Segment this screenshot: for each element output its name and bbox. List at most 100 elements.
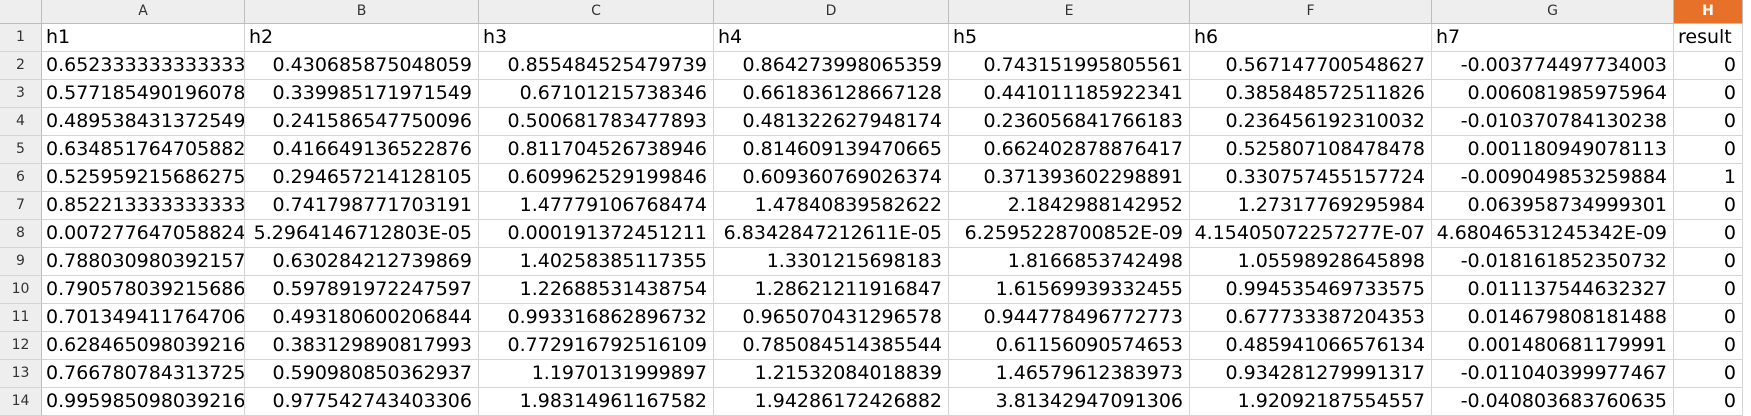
column-header-h[interactable]: H [1674,0,1743,24]
row-header-9[interactable]: 9 [0,248,42,276]
cell-d7[interactable]: 1.47840839582622 [714,192,949,220]
cell-g4[interactable]: -0.010370784130238 [1432,108,1674,136]
cell-c6[interactable]: 0.609962529199846 [479,164,714,192]
cell-c10[interactable]: 1.22688531438754 [479,276,714,304]
row-header-1[interactable]: 1 [0,24,42,52]
cell-a7[interactable]: 0.852213333333333 [42,192,245,220]
row-header-11[interactable]: 11 [0,304,42,332]
cell-a1[interactable]: h1 [42,24,245,52]
cell-f13[interactable]: 0.934281279991317 [1190,360,1432,388]
cell-d4[interactable]: 0.481322627948174 [714,108,949,136]
cell-g3[interactable]: 0.006081985975964 [1432,80,1674,108]
cell-e11[interactable]: 0.944778496772773 [949,304,1190,332]
cell-a3[interactable]: 0.577185490196078 [42,80,245,108]
cell-g6[interactable]: -0.009049853259884 [1432,164,1674,192]
cell-e4[interactable]: 0.236056841766183 [949,108,1190,136]
cell-d2[interactable]: 0.864273998065359 [714,52,949,80]
cell-f9[interactable]: 1.05598928645898 [1190,248,1432,276]
row-header-7[interactable]: 7 [0,192,42,220]
cell-h5[interactable]: 0 [1674,136,1743,164]
cell-g9[interactable]: -0.018161852350732 [1432,248,1674,276]
cell-b4[interactable]: 0.241586547750096 [245,108,479,136]
row-header-6[interactable]: 6 [0,164,42,192]
cell-h10[interactable]: 0 [1674,276,1743,304]
row-header-4[interactable]: 4 [0,108,42,136]
cell-h14[interactable]: 0 [1674,388,1743,416]
cell-h13[interactable]: 0 [1674,360,1743,388]
cell-c2[interactable]: 0.855484525479739 [479,52,714,80]
cell-d10[interactable]: 1.28621211916847 [714,276,949,304]
cell-h6[interactable]: 1 [1674,164,1743,192]
cell-d9[interactable]: 1.3301215698183 [714,248,949,276]
cell-f5[interactable]: 0.525807108478478 [1190,136,1432,164]
cell-c3[interactable]: 0.67101215738346 [479,80,714,108]
cell-d1[interactable]: h4 [714,24,949,52]
cell-e10[interactable]: 1.61569939332455 [949,276,1190,304]
column-header-g[interactable]: G [1432,0,1674,24]
cell-f14[interactable]: 1.92092187554557 [1190,388,1432,416]
cell-g10[interactable]: 0.011137544632327 [1432,276,1674,304]
cell-c5[interactable]: 0.811704526738946 [479,136,714,164]
cell-h8[interactable]: 0 [1674,220,1743,248]
cell-g2[interactable]: -0.003774497734003 [1432,52,1674,80]
column-header-c[interactable]: C [479,0,714,24]
cell-c8[interactable]: 0.000191372451211 [479,220,714,248]
cell-f2[interactable]: 0.567147700548627 [1190,52,1432,80]
cell-g1[interactable]: h7 [1432,24,1674,52]
cell-a11[interactable]: 0.701349411764706 [42,304,245,332]
cell-h7[interactable]: 0 [1674,192,1743,220]
cell-e14[interactable]: 3.81342947091306 [949,388,1190,416]
cell-c11[interactable]: 0.993316862896732 [479,304,714,332]
cell-c9[interactable]: 1.40258385117355 [479,248,714,276]
cell-d8[interactable]: 6.8342847212611E-05 [714,220,949,248]
cell-e12[interactable]: 0.61156090574653 [949,332,1190,360]
cell-h1[interactable]: result [1674,24,1743,52]
cell-a12[interactable]: 0.628465098039216 [42,332,245,360]
cell-f1[interactable]: h6 [1190,24,1432,52]
cell-b10[interactable]: 0.597891972247597 [245,276,479,304]
cell-g14[interactable]: -0.040803683760635 [1432,388,1674,416]
cell-e8[interactable]: 6.2595228700852E-09 [949,220,1190,248]
cell-c13[interactable]: 1.1970131999897 [479,360,714,388]
cell-f6[interactable]: 0.330757455157724 [1190,164,1432,192]
column-header-d[interactable]: D [714,0,949,24]
cell-a5[interactable]: 0.634851764705882 [42,136,245,164]
cell-h12[interactable]: 0 [1674,332,1743,360]
row-header-8[interactable]: 8 [0,220,42,248]
cell-f11[interactable]: 0.677733387204353 [1190,304,1432,332]
cell-e2[interactable]: 0.743151995805561 [949,52,1190,80]
cell-c1[interactable]: h3 [479,24,714,52]
cell-c4[interactable]: 0.500681783477893 [479,108,714,136]
column-header-a[interactable]: A [42,0,245,24]
cell-a9[interactable]: 0.788030980392157 [42,248,245,276]
row-header-5[interactable]: 5 [0,136,42,164]
cell-b6[interactable]: 0.294657214128105 [245,164,479,192]
select-all-corner[interactable] [0,0,42,24]
row-header-13[interactable]: 13 [0,360,42,388]
row-header-12[interactable]: 12 [0,332,42,360]
cell-g11[interactable]: 0.014679808181488 [1432,304,1674,332]
cell-d14[interactable]: 1.94286172426882 [714,388,949,416]
cell-a13[interactable]: 0.766780784313725 [42,360,245,388]
cell-b9[interactable]: 0.630284212739869 [245,248,479,276]
cell-g13[interactable]: -0.011040399977467 [1432,360,1674,388]
cell-h11[interactable]: 0 [1674,304,1743,332]
cell-d6[interactable]: 0.609360769026374 [714,164,949,192]
cell-e3[interactable]: 0.441011185922341 [949,80,1190,108]
cell-b11[interactable]: 0.493180600206844 [245,304,479,332]
cell-f3[interactable]: 0.385848572511826 [1190,80,1432,108]
cell-f7[interactable]: 1.27317769295984 [1190,192,1432,220]
cell-b2[interactable]: 0.430685875048059 [245,52,479,80]
cell-e6[interactable]: 0.371393602298891 [949,164,1190,192]
cell-f10[interactable]: 0.994535469733575 [1190,276,1432,304]
cell-a2[interactable]: 0.652333333333333 [42,52,245,80]
cell-c12[interactable]: 0.772916792516109 [479,332,714,360]
cell-e1[interactable]: h5 [949,24,1190,52]
cell-e13[interactable]: 1.46579612383973 [949,360,1190,388]
cell-d3[interactable]: 0.661836128667128 [714,80,949,108]
cell-f12[interactable]: 0.485941066576134 [1190,332,1432,360]
cell-a6[interactable]: 0.525959215686275 [42,164,245,192]
cell-f8[interactable]: 4.15405072257277E-07 [1190,220,1432,248]
cell-b13[interactable]: 0.590980850362937 [245,360,479,388]
